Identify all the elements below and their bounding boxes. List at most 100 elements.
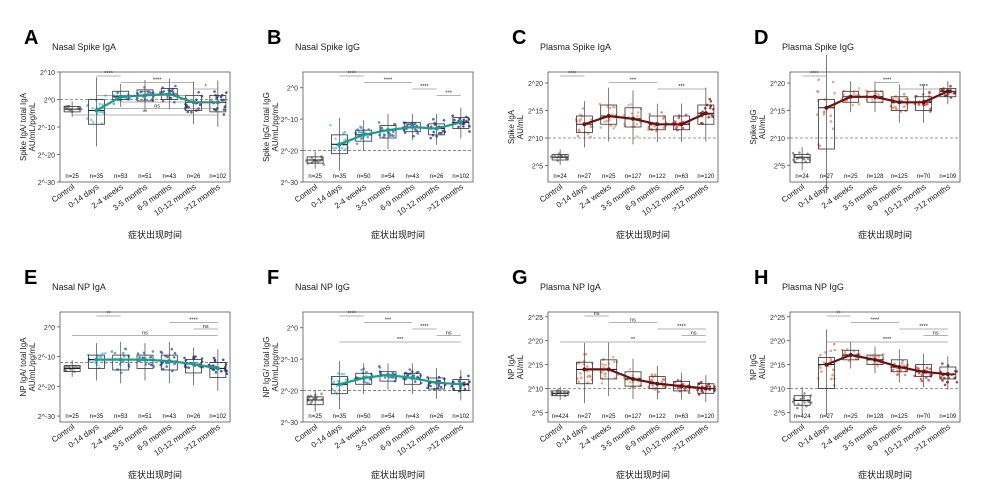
data-point	[925, 376, 928, 380]
trend-line	[825, 90, 949, 109]
data-point	[902, 93, 906, 96]
y-axis-label-line: NP IgA/ total IgA	[19, 337, 28, 397]
n-label: n=102	[209, 174, 227, 180]
significance-label: ****	[919, 324, 928, 330]
box	[818, 357, 835, 389]
data-point	[925, 366, 929, 370]
data-point	[949, 84, 952, 88]
trend-point	[434, 126, 439, 131]
significance-label: ****	[347, 71, 356, 77]
data-point	[360, 368, 364, 372]
data-point	[390, 133, 394, 137]
box	[697, 104, 715, 125]
significance-label: ****	[104, 71, 113, 77]
data-point	[802, 397, 806, 400]
data-point	[647, 125, 651, 129]
significance-label: ***	[678, 84, 685, 90]
data-point	[578, 119, 582, 123]
y-tick-label: 2^10	[528, 387, 543, 394]
data-point	[831, 80, 835, 84]
data-point	[104, 361, 107, 365]
x-axis-title: 症状出现时间	[616, 469, 670, 480]
box	[331, 376, 348, 395]
data-point	[214, 108, 218, 112]
significance-label: ***	[166, 97, 173, 103]
n-label: n=122	[649, 174, 667, 180]
data-point	[701, 110, 704, 114]
data-point	[604, 375, 607, 378]
n-label: n=35	[90, 174, 104, 180]
n-label: n=51	[138, 414, 152, 420]
data-point	[847, 359, 851, 363]
data-point	[600, 381, 604, 385]
significance-label: ***	[630, 78, 637, 84]
data-point	[687, 391, 691, 395]
data-point	[391, 130, 395, 134]
data-point	[212, 356, 216, 360]
y-axis-label: NP IgA/ total IgA AU/mL/pg/mL	[19, 337, 37, 397]
panel-letter: B	[267, 27, 281, 49]
data-point	[660, 111, 664, 114]
trend-point	[824, 105, 829, 110]
data-point	[366, 135, 370, 139]
significance-label: ****	[810, 71, 819, 77]
trend-point	[337, 142, 342, 147]
data-point	[852, 90, 856, 93]
data-point	[215, 96, 218, 100]
panel-b: B Nasal Spike IgG 2^-30 2^-20 2^-10 2^0 Spike …	[262, 27, 474, 240]
data-point	[802, 157, 805, 161]
data-point	[213, 360, 217, 363]
data-point	[357, 130, 361, 134]
data-point	[335, 384, 339, 388]
trend-line	[825, 353, 949, 376]
y-tick-label: 2^-10	[281, 117, 298, 124]
trend-line	[584, 112, 707, 126]
box	[452, 379, 470, 391]
data-point	[409, 122, 412, 126]
significance-label: *	[205, 84, 208, 90]
data-point	[877, 354, 881, 358]
significance-label: ns	[203, 324, 209, 330]
significance-label: ns	[630, 318, 636, 324]
data-point	[315, 396, 318, 399]
y-axis-label-line: AU/mL	[758, 114, 767, 139]
n-label: n=102	[452, 414, 470, 420]
trend-point	[921, 369, 926, 374]
plot-frame	[547, 311, 719, 423]
data-point	[823, 110, 826, 113]
data-point	[340, 146, 344, 150]
data-point	[334, 137, 337, 141]
x-axis-title: 症状出现时间	[858, 229, 912, 240]
data-point	[895, 373, 899, 377]
y-axis-label: NP IgG/ total IgG AU/mL/pg/mL	[262, 337, 280, 398]
trend-point	[582, 122, 587, 127]
data-point	[100, 110, 104, 114]
data-point	[377, 364, 381, 368]
trend-point	[361, 376, 366, 380]
data-point	[629, 103, 633, 106]
significance-label: ****	[420, 84, 429, 90]
data-point	[440, 131, 443, 135]
y-tick-label: 2^0	[44, 98, 55, 105]
significance-label: ****	[919, 84, 928, 90]
data-point	[613, 376, 616, 380]
box	[890, 359, 908, 373]
data-point	[899, 368, 902, 372]
data-point	[636, 114, 639, 118]
significance-label: ***	[446, 91, 453, 97]
significance-label: ***	[142, 91, 149, 97]
data-point	[151, 350, 155, 353]
panel-letter: C	[512, 27, 526, 49]
data-point	[664, 385, 667, 389]
data-point	[904, 97, 908, 101]
significance-label: ****	[384, 78, 393, 84]
data-point	[818, 144, 822, 148]
data-point	[586, 365, 589, 368]
data-point	[829, 377, 833, 381]
y-axis-label-line: Spike IgG	[749, 109, 758, 144]
trend-point	[873, 357, 877, 362]
data-point	[917, 103, 921, 106]
panel-title: Nasal Spike IgA	[52, 42, 116, 52]
data-point	[90, 118, 93, 122]
